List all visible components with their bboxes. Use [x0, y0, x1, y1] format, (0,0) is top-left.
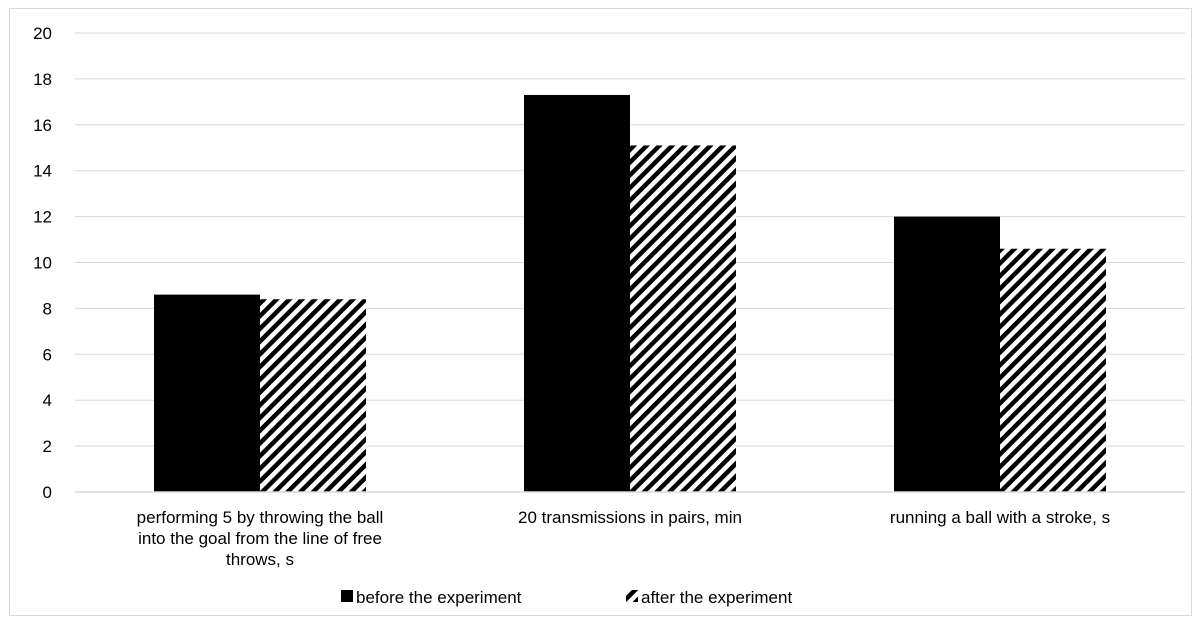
- legend-swatch-before: [341, 590, 353, 602]
- bar-after-experiment: [630, 145, 736, 492]
- bars: [154, 94, 1106, 492]
- legend: before the experiment after the experimen…: [341, 588, 792, 607]
- y-tick-label: 4: [43, 391, 52, 410]
- y-tick-label: 0: [43, 483, 52, 502]
- y-tick-label: 6: [43, 345, 52, 364]
- legend-label-after: after the experiment: [641, 588, 792, 607]
- legend-label-before: before the experiment: [356, 588, 522, 607]
- bar-after-experiment: [1000, 248, 1106, 492]
- bar-before-experiment: [524, 94, 630, 492]
- category-label-line: 20 transmissions in pairs, min: [518, 508, 742, 527]
- category-label-line: throws, s: [226, 550, 294, 569]
- bar-after-experiment: [260, 299, 366, 492]
- category-label: 20 transmissions in pairs, min: [518, 508, 742, 527]
- category-label: running a ball with a stroke, s: [890, 508, 1110, 527]
- category-labels: performing 5 by throwing the ball into th…: [137, 508, 1110, 569]
- category-label-line: performing 5 by throwing the ball: [137, 508, 384, 527]
- y-tick-label: 12: [33, 208, 52, 227]
- category-label: performing 5 by throwing the ball into th…: [137, 508, 384, 569]
- bar-before-experiment: [894, 216, 1000, 492]
- bar-before-experiment: [154, 294, 260, 492]
- category-label-line: running a ball with a stroke, s: [890, 508, 1110, 527]
- y-tick-label: 16: [33, 116, 52, 135]
- y-tick-label: 10: [33, 254, 52, 273]
- y-tick-label: 2: [43, 437, 52, 456]
- legend-swatch-after: [626, 590, 638, 602]
- y-tick-label: 14: [33, 162, 52, 181]
- y-tick-label: 8: [43, 299, 52, 318]
- y-axis-tick-labels: 0 2 4 6 8 10 12 14 16 18 20: [33, 24, 52, 502]
- category-label-line: into the goal from the line of free: [138, 529, 382, 548]
- y-tick-label: 18: [33, 70, 52, 89]
- y-tick-label: 20: [33, 24, 52, 43]
